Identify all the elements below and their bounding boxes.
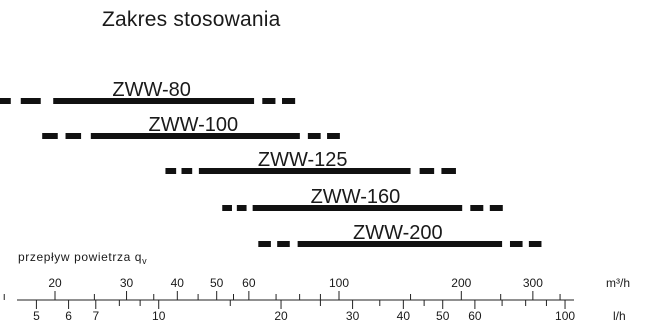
chart-title: Zakres stosowania (102, 8, 281, 31)
range-bar-ext-left-1 (42, 133, 58, 139)
range-bar-ext-left-1 (0, 98, 11, 104)
range-row-zww-200: ZWW-200 (258, 222, 542, 247)
range-bar-main (90, 133, 300, 139)
range-bar-ext-left-2 (236, 205, 247, 211)
top-axis-tick-label: 60 (242, 276, 256, 290)
bottom-axis-tick-label: 50 (436, 309, 450, 323)
range-label-zww-160: ZWW-160 (311, 186, 401, 208)
flow-axis-label-text: przepływ powietrza q (18, 250, 143, 264)
range-row-zww-100: ZWW-100 (42, 114, 340, 139)
bottom-axis-tick-label: 40 (397, 309, 411, 323)
top-axis-tick-label: 30 (120, 276, 134, 290)
range-bar-ext-right-1 (419, 168, 435, 174)
range-bar-ext-left-2 (277, 241, 290, 247)
bottom-axis-tick-label: 5 (33, 309, 40, 323)
range-bar-main (53, 98, 255, 104)
range-label-zww-125: ZWW-125 (258, 149, 348, 171)
bottom-axis-tick-label: 6 (65, 309, 72, 323)
range-bar-ext-right-1 (262, 98, 276, 104)
range-label-zww-80: ZWW-80 (112, 79, 191, 101)
range-bar-ext-left-1 (222, 205, 232, 211)
range-bar-ext-right-2 (489, 205, 503, 211)
bottom-axis-tick-label: 7 (92, 309, 99, 323)
range-label-zww-200: ZWW-200 (353, 222, 443, 244)
bottom-axis-tick-label: 100 (555, 309, 575, 323)
range-bar-ext-right-2 (282, 98, 296, 104)
range-bar-ext-right-2 (528, 241, 542, 247)
top-axis-tick-label: 50 (210, 276, 224, 290)
range-label-zww-100: ZWW-100 (149, 114, 239, 136)
range-bar-ext-left-2 (181, 168, 193, 174)
range-bars: ZWW-80 ZWW-100 ZWW-125 ZWW-160 ZWW-200 (0, 79, 542, 247)
range-bar-main (198, 168, 411, 174)
range-bar-ext-left-1 (258, 241, 271, 247)
bottom-axis-unit: l/h (613, 309, 626, 323)
range-bar-ext-left-1 (165, 168, 177, 174)
flow-axis-label: przepływ powietrza qv (18, 250, 147, 266)
range-bar-main (297, 241, 503, 247)
range-bar-ext-right-2 (327, 133, 340, 139)
range-bar-ext-left-2 (20, 98, 41, 104)
range-bar-ext-right-1 (307, 133, 321, 139)
flow-axis-label-subscript: v (142, 256, 148, 266)
top-axis-tick-label: 20 (48, 276, 62, 290)
range-bar-ext-right-1 (509, 241, 523, 247)
top-axis-tick-label: 40 (171, 276, 185, 290)
range-row-zww-160: ZWW-160 (222, 186, 503, 211)
range-bar-ext-right-2 (441, 168, 456, 174)
bottom-axis-tick-label: 60 (468, 309, 482, 323)
axes: 20 30 40 50 60 100 200 300 m³/h 5 6 7 10 20 30 40 50 60 10… (3, 276, 630, 323)
bottom-axis-tick-label: 30 (346, 309, 360, 323)
bottom-axis-tick-label: 20 (274, 309, 288, 323)
range-row-zww-125: ZWW-125 (165, 149, 456, 174)
range-bar-ext-left-2 (65, 133, 82, 139)
range-row-zww-80: ZWW-80 (0, 79, 296, 104)
range-bar-main (252, 205, 463, 211)
top-axis-tick-label: 100 (329, 276, 349, 290)
top-axis-tick-label: 200 (451, 276, 471, 290)
range-bar-ext-right-1 (470, 205, 484, 211)
bottom-axis-tick-label: 10 (152, 309, 166, 323)
top-axis-tick-label: 300 (523, 276, 543, 290)
top-axis-unit: m³/h (606, 276, 630, 290)
